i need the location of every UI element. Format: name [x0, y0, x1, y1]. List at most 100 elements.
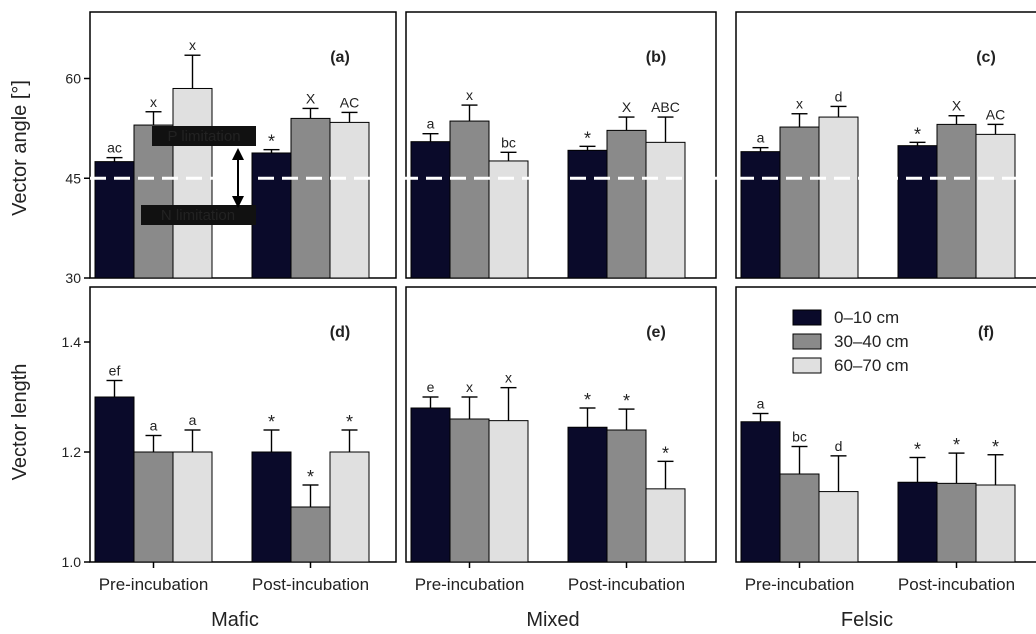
- panel-letter: (d): [330, 324, 350, 341]
- panel-letter: (b): [646, 49, 666, 66]
- bar: [606, 129, 647, 279]
- legend-label-30-40: 30–40 cm: [834, 332, 909, 351]
- p-limitation-label: P limitation: [167, 128, 240, 145]
- overlay-layer: P limitation N limitation: [90, 126, 1036, 225]
- panel-letter: (e): [646, 324, 666, 341]
- group-label-mafic: Mafic: [211, 609, 259, 631]
- arrow-up-head: [232, 148, 244, 160]
- significance-label: a: [757, 396, 765, 412]
- legend-label-0-10: 0–10 cm: [834, 308, 899, 327]
- panel-frame: [405, 286, 717, 563]
- bar: [251, 152, 292, 279]
- panel-frame: [735, 11, 1036, 279]
- group-label-felsic: Felsic: [841, 609, 893, 631]
- significance-label: *: [584, 390, 591, 410]
- panel-letter: (a): [330, 49, 350, 66]
- bar: [94, 396, 135, 563]
- bar: [172, 87, 213, 279]
- bar: [936, 482, 977, 563]
- significance-label: *: [584, 128, 591, 148]
- bar: [329, 121, 370, 279]
- bar: [251, 451, 292, 563]
- bar: [606, 429, 647, 563]
- significance-label: AC: [340, 94, 359, 110]
- significance-label: AC: [986, 106, 1005, 122]
- y-axis-label-angle: Vector angle [°]: [9, 80, 31, 216]
- bar: [818, 116, 859, 279]
- panel-letter: (f): [978, 324, 994, 341]
- p-limitation-box: [152, 126, 256, 146]
- y-tick-label: 1.0: [62, 554, 82, 570]
- legend: 0–10 cm 30–40 cm 60–70 cm: [792, 308, 909, 375]
- panel-e: e x x Pre-incubation * * * Post-incubation (e): [405, 286, 717, 594]
- significance-label: a: [427, 116, 435, 132]
- y-axis-label-length: Vector length: [9, 364, 31, 481]
- significance-label: X: [952, 98, 962, 114]
- y-tick-label: 1.4: [62, 334, 82, 350]
- significance-label: d: [835, 438, 843, 454]
- significance-label: x: [466, 87, 473, 103]
- panel-d: 1.0 1.2 1.4 ef a a Pre-incubation * * * Post-incub…: [62, 286, 397, 594]
- panel-frame: [89, 11, 397, 279]
- n-limitation-label: N limitation: [161, 207, 235, 224]
- bar: [290, 506, 331, 563]
- bar: [645, 141, 686, 279]
- y-tick-label: 60: [65, 71, 81, 87]
- bar: [975, 484, 1016, 563]
- x-tick-label: Post-incubation: [568, 575, 685, 594]
- panel-letter: (c): [976, 49, 996, 66]
- significance-label: *: [268, 132, 275, 152]
- significance-label: bc: [792, 429, 807, 445]
- bar: [172, 451, 213, 563]
- significance-label: d: [835, 88, 843, 104]
- significance-label: ABC: [651, 99, 680, 115]
- bar: [488, 420, 529, 563]
- bar: [645, 488, 686, 563]
- significance-label: a: [150, 418, 158, 434]
- bar: [897, 145, 938, 279]
- bar: [449, 418, 490, 563]
- arrow-down-head: [232, 196, 244, 208]
- panel-a: 30 45 60 ac x x * X AC (a): [65, 11, 397, 286]
- significance-label: X: [306, 90, 316, 106]
- legend-swatch-60-70: [792, 357, 822, 374]
- bar: [449, 120, 490, 279]
- significance-label: *: [914, 124, 921, 144]
- x-tick-label: Post-incubation: [898, 575, 1015, 594]
- bar: [975, 133, 1016, 279]
- plot-area: 30 45 60 ac x x * X AC (a) a x bc * X ABC (b) a x d * X AC (c) 1…: [62, 11, 1036, 594]
- x-tick-label: Pre-incubation: [745, 575, 855, 594]
- legend-label-60-70: 60–70 cm: [834, 356, 909, 375]
- significance-label: ef: [109, 363, 121, 379]
- legend-swatch-30-40: [792, 333, 822, 350]
- bar: [936, 123, 977, 279]
- bar: [410, 407, 451, 563]
- bar: [488, 160, 529, 279]
- significance-label: x: [796, 96, 803, 112]
- significance-label: e: [427, 379, 435, 395]
- significance-label: a: [189, 412, 197, 428]
- bar: [329, 451, 370, 563]
- significance-label: *: [992, 437, 999, 457]
- significance-label: x: [189, 37, 196, 53]
- legend-swatch-0-10: [792, 309, 822, 326]
- significance-label: *: [953, 435, 960, 455]
- bar: [567, 426, 608, 563]
- bar: [740, 151, 781, 279]
- panel-f: a bc d Pre-incubation * * * Post-incubation (f): [735, 286, 1036, 594]
- bar: [818, 491, 859, 563]
- bar: [779, 473, 820, 563]
- significance-label: x: [466, 379, 473, 395]
- bar: [290, 117, 331, 279]
- significance-label: a: [757, 130, 765, 146]
- significance-label: *: [346, 412, 353, 432]
- bar: [410, 141, 451, 279]
- panel-frame: [405, 11, 717, 279]
- bar: [897, 481, 938, 563]
- y-tick-label: 45: [65, 170, 81, 186]
- significance-label: bc: [501, 134, 516, 150]
- significance-label: *: [307, 467, 314, 487]
- significance-label: *: [268, 412, 275, 432]
- x-tick-label: Post-incubation: [252, 575, 369, 594]
